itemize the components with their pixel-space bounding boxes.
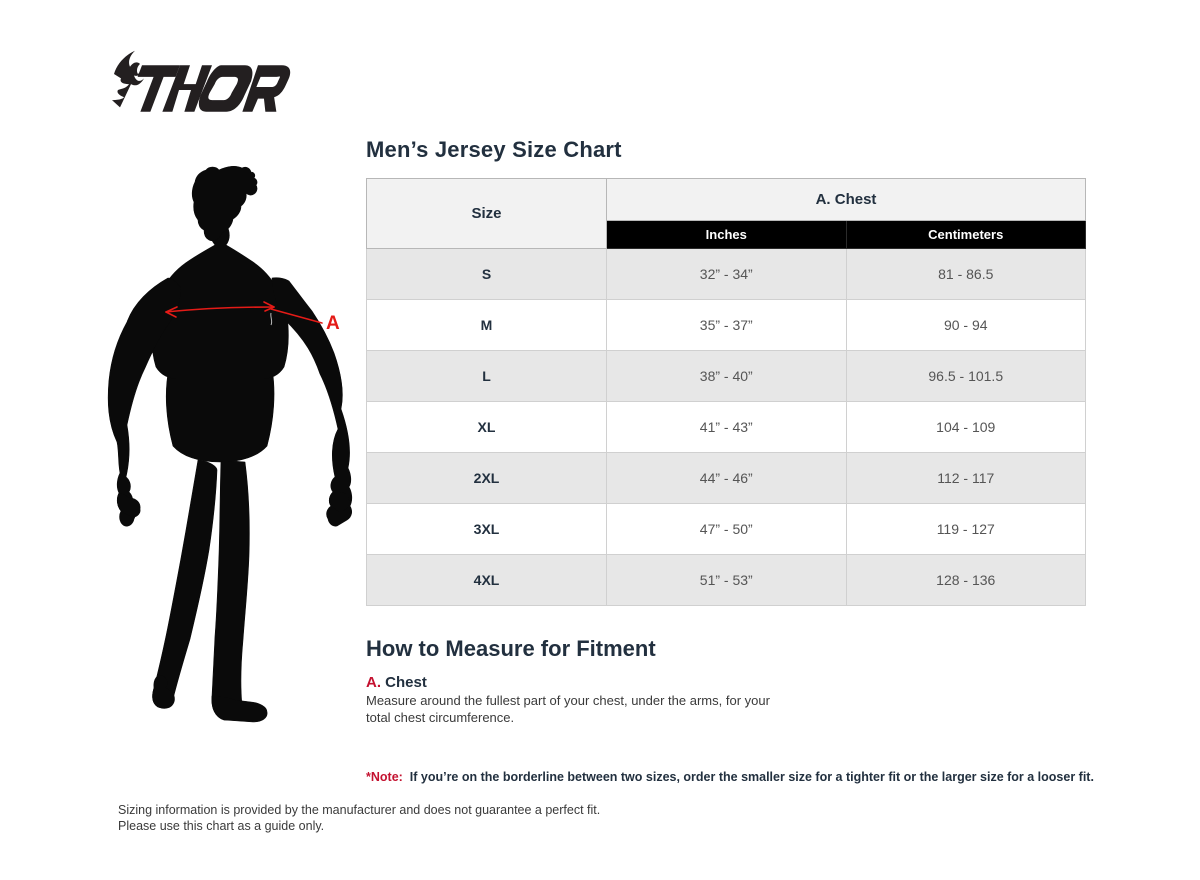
svg-text:A: A xyxy=(326,313,340,334)
